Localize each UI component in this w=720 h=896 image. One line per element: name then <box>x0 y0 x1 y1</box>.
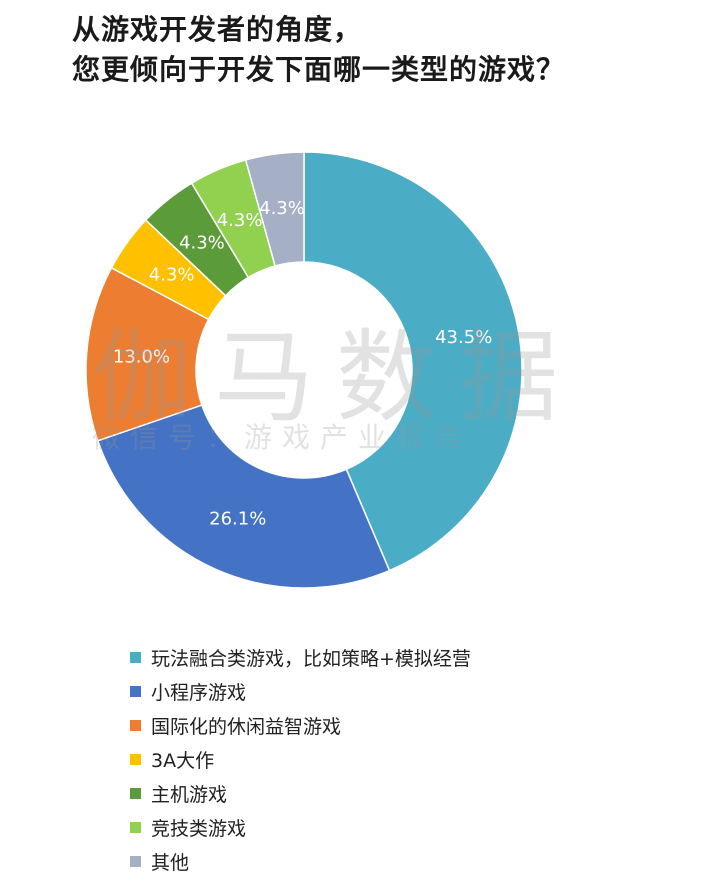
legend-item-6: 其他 <box>130 844 690 878</box>
legend-label-4: 主机游戏 <box>151 783 228 806</box>
legend-label-5: 竞技类游戏 <box>151 817 247 840</box>
legend-item-0: 玩法融合类游戏，比如策略+模拟经营 <box>130 640 690 674</box>
donut-chart: 43.5%26.1%13.0%4.3%4.3%4.3%4.3% <box>85 151 523 589</box>
data-label-4: 4.3% <box>179 232 225 253</box>
legend-swatch-6 <box>130 855 141 867</box>
legend-label-2: 国际化的休闲益智游戏 <box>151 715 342 738</box>
legend-label-1: 小程序游戏 <box>151 681 247 704</box>
data-label-2: 13.0% <box>113 347 170 368</box>
legend-swatch-3 <box>130 753 141 765</box>
legend-item-4: 主机游戏 <box>130 776 690 810</box>
data-label-0: 43.5% <box>435 327 492 348</box>
donut-slice-0 <box>303 151 523 572</box>
data-label-5: 4.3% <box>217 210 263 231</box>
data-label-6: 4.3% <box>259 198 305 219</box>
data-label-1: 26.1% <box>209 508 266 529</box>
legend-item-5: 竞技类游戏 <box>130 810 690 844</box>
watermark-main: 伽马数据 <box>92 319 580 436</box>
watermark-sub: 微信号：游戏产业报告 <box>92 421 473 454</box>
chart-title-line-2: 您更倾向于开发下面哪一类型的游戏？ <box>72 53 566 86</box>
donut-slice-1 <box>96 404 391 589</box>
legend-item-3: 3A大作 <box>130 742 690 776</box>
legend: 玩法融合类游戏，比如策略+模拟经营 小程序游戏国际化的休闲益智游戏 3A大作主机游戏… <box>130 640 690 878</box>
chart-title-line-1: 从游戏开发者的角度， <box>72 13 363 46</box>
chart-title: 从游戏开发者的角度， 您更倾向于开发下面哪一类型的游戏？ <box>72 10 672 90</box>
legend-label-6: 其他 <box>151 851 190 874</box>
legend-swatch-0 <box>130 651 141 663</box>
donut-slice-6 <box>244 151 305 267</box>
data-label-3: 4.3% <box>149 264 195 285</box>
legend-label-3: 3A大作 <box>151 749 215 772</box>
legend-label-0: 玩法融合类游戏，比如策略+模拟经营 <box>151 647 471 670</box>
legend-swatch-4 <box>130 787 141 799</box>
legend-item-1: 小程序游戏 <box>130 674 690 708</box>
legend-swatch-2 <box>130 719 141 731</box>
legend-swatch-5 <box>130 821 141 833</box>
legend-item-2: 国际化的休闲益智游戏 <box>130 708 690 742</box>
legend-swatch-1 <box>130 685 141 697</box>
